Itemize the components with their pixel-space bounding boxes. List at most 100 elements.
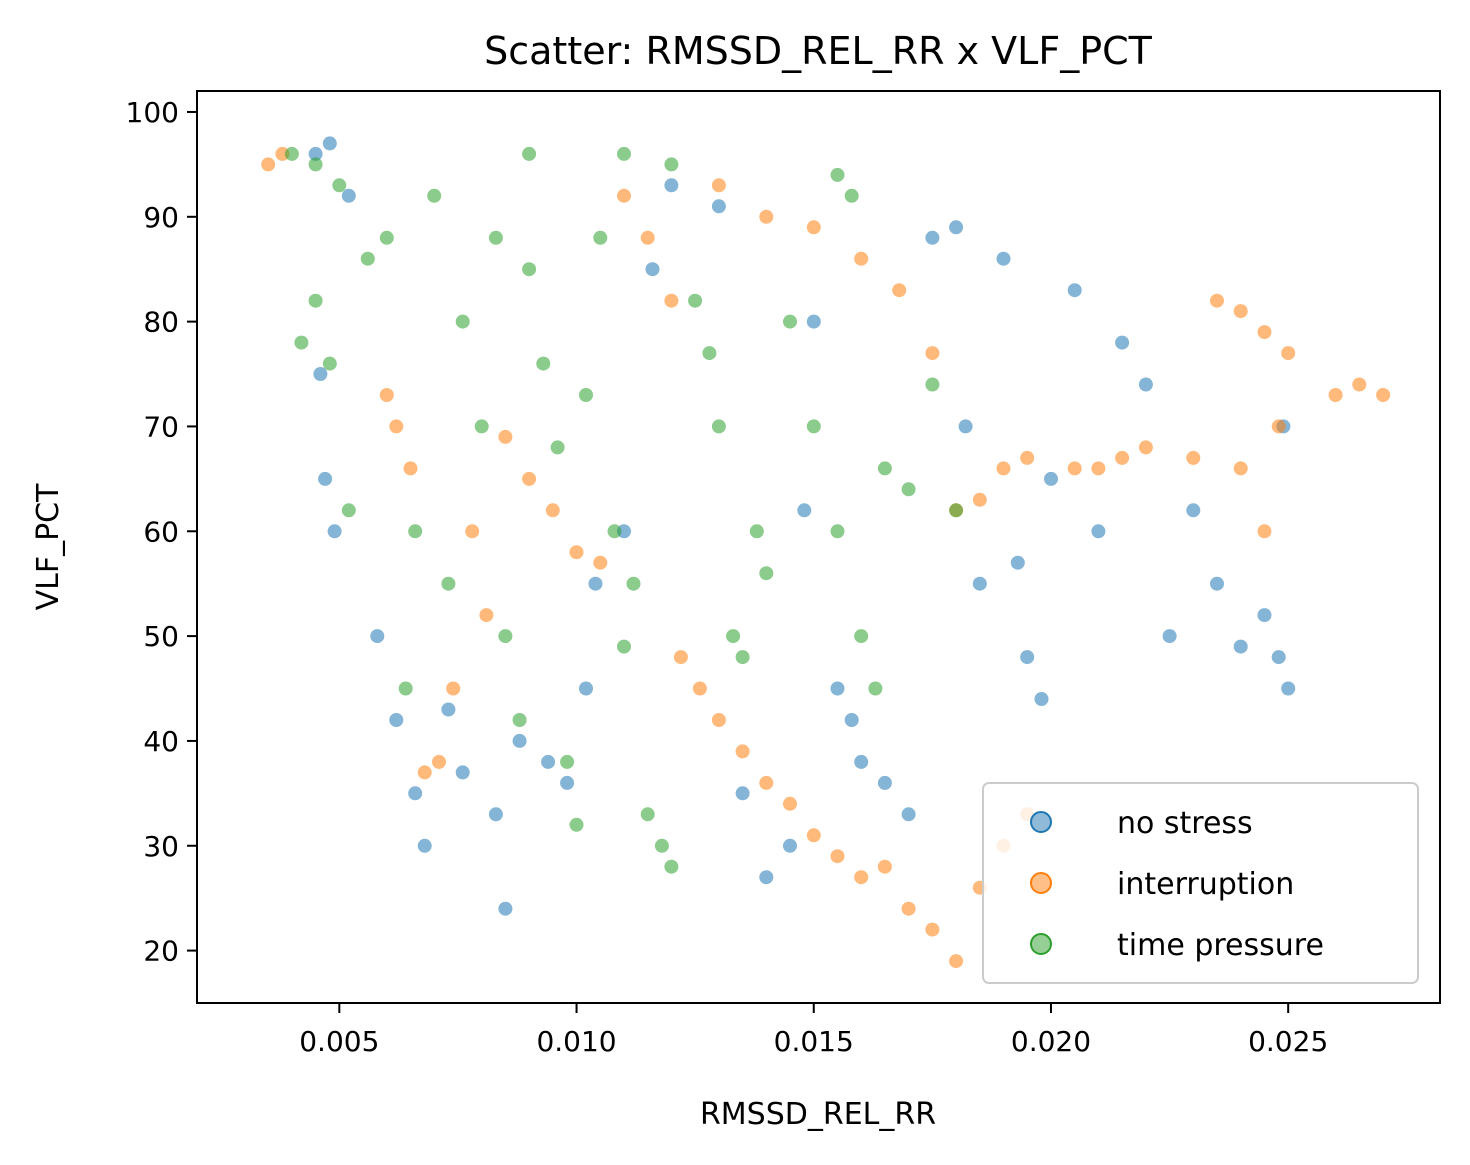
y-tick-label-6: 80 — [143, 306, 179, 339]
point-no-stress-0 — [308, 146, 323, 161]
point-interruption-47 — [1138, 440, 1153, 455]
point-time-pressure-5 — [322, 356, 337, 371]
point-time-pressure-34 — [726, 629, 741, 644]
y-tick-label-3: 50 — [143, 620, 179, 653]
point-interruption-19 — [692, 681, 707, 696]
point-time-pressure-3 — [294, 335, 309, 350]
point-no-stress-40 — [1034, 692, 1049, 706]
point-time-pressure-2 — [332, 178, 347, 193]
point-no-stress-27 — [806, 314, 821, 329]
point-time-pressure-40 — [830, 524, 845, 539]
point-time-pressure-0 — [284, 146, 299, 161]
y-tick-label-2: 40 — [143, 725, 179, 758]
point-no-stress-42 — [1067, 283, 1082, 298]
point-no-stress-23 — [735, 786, 750, 801]
y-tick-label-5: 70 — [143, 410, 179, 443]
point-time-pressure-1 — [308, 157, 323, 172]
point-interruption-27 — [877, 859, 892, 874]
legend-label-2: time pressure — [1117, 928, 1324, 963]
point-time-pressure-29 — [654, 838, 669, 853]
point-interruption-15 — [617, 188, 631, 203]
point-interruption-25 — [830, 849, 845, 864]
point-interruption-26 — [854, 870, 869, 885]
point-time-pressure-12 — [441, 576, 456, 591]
point-time-pressure-24 — [593, 230, 608, 245]
plot-frame — [196, 90, 1441, 1004]
point-no-stress-32 — [901, 807, 916, 822]
point-time-pressure-30 — [664, 859, 679, 874]
point-no-stress-41 — [1044, 471, 1058, 486]
point-interruption-28 — [901, 901, 916, 916]
point-time-pressure-36 — [749, 524, 764, 539]
point-no-stress-12 — [488, 807, 503, 822]
y-tick-label-4: 60 — [143, 515, 179, 548]
point-time-pressure-44 — [901, 482, 916, 497]
point-interruption-11 — [522, 471, 537, 486]
point-no-stress-13 — [498, 901, 513, 916]
point-interruption-16 — [640, 230, 655, 245]
point-interruption-12 — [545, 503, 560, 518]
series-time-pressure — [284, 146, 964, 874]
point-no-stress-17 — [579, 681, 593, 696]
point-time-pressure-23 — [579, 388, 593, 402]
point-interruption-41 — [972, 492, 987, 507]
chart-title: Scatter: RMSSD_REL_RR x VLF_PCT — [484, 29, 1153, 73]
point-time-pressure-22 — [569, 817, 584, 832]
point-time-pressure-14 — [474, 419, 489, 434]
point-no-stress-38 — [1010, 555, 1025, 570]
point-interruption-39 — [925, 346, 940, 361]
point-no-stress-26 — [797, 503, 812, 518]
point-interruption-38 — [892, 283, 907, 298]
point-time-pressure-33 — [711, 419, 726, 434]
point-no-stress-11 — [455, 765, 470, 780]
point-interruption-45 — [1091, 461, 1106, 476]
x-tick-label-0: 0.005 — [299, 1025, 379, 1058]
point-time-pressure-8 — [379, 230, 394, 245]
point-no-stress-48 — [1210, 576, 1224, 591]
point-no-stress-29 — [844, 713, 859, 727]
point-time-pressure-38 — [783, 314, 797, 329]
point-no-stress-21 — [664, 178, 679, 193]
point-time-pressure-32 — [702, 346, 717, 361]
point-no-stress-37 — [996, 251, 1011, 266]
point-no-stress-43 — [1091, 524, 1106, 539]
point-no-stress-35 — [958, 419, 973, 434]
point-time-pressure-18 — [522, 262, 537, 277]
point-time-pressure-46 — [949, 503, 964, 518]
point-interruption-48 — [1186, 450, 1201, 465]
point-time-pressure-50 — [617, 146, 631, 161]
point-no-stress-20 — [645, 262, 660, 277]
point-no-stress-45 — [1138, 377, 1153, 392]
point-time-pressure-6 — [341, 503, 356, 518]
point-time-pressure-37 — [759, 566, 774, 581]
point-interruption-18 — [673, 650, 688, 665]
point-time-pressure-48 — [844, 188, 859, 203]
point-interruption-30 — [949, 954, 964, 969]
point-no-stress-6 — [370, 629, 385, 644]
point-interruption-22 — [759, 775, 774, 790]
point-no-stress-4 — [318, 471, 333, 486]
point-no-stress-30 — [854, 754, 869, 769]
point-no-stress-28 — [830, 681, 845, 696]
point-interruption-17 — [664, 293, 679, 308]
point-interruption-23 — [783, 796, 797, 811]
x-tick-label-1: 0.010 — [536, 1025, 616, 1058]
point-interruption-3 — [389, 419, 404, 434]
point-interruption-10 — [498, 429, 513, 444]
point-interruption-42 — [996, 461, 1011, 476]
point-interruption-50 — [1257, 524, 1272, 539]
point-time-pressure-27 — [626, 576, 641, 591]
legend-label-0: no stress — [1117, 806, 1253, 841]
point-no-stress-50 — [1257, 608, 1272, 623]
point-time-pressure-21 — [560, 754, 575, 769]
point-interruption-54 — [1257, 325, 1272, 340]
point-interruption-35 — [759, 209, 774, 224]
point-time-pressure-13 — [455, 314, 470, 329]
point-time-pressure-16 — [498, 629, 513, 644]
point-interruption-21 — [735, 744, 750, 759]
point-interruption-0 — [261, 157, 276, 172]
point-interruption-14 — [593, 555, 608, 570]
point-time-pressure-15 — [488, 230, 503, 245]
point-time-pressure-10 — [408, 524, 423, 539]
point-time-pressure-17 — [512, 713, 527, 727]
